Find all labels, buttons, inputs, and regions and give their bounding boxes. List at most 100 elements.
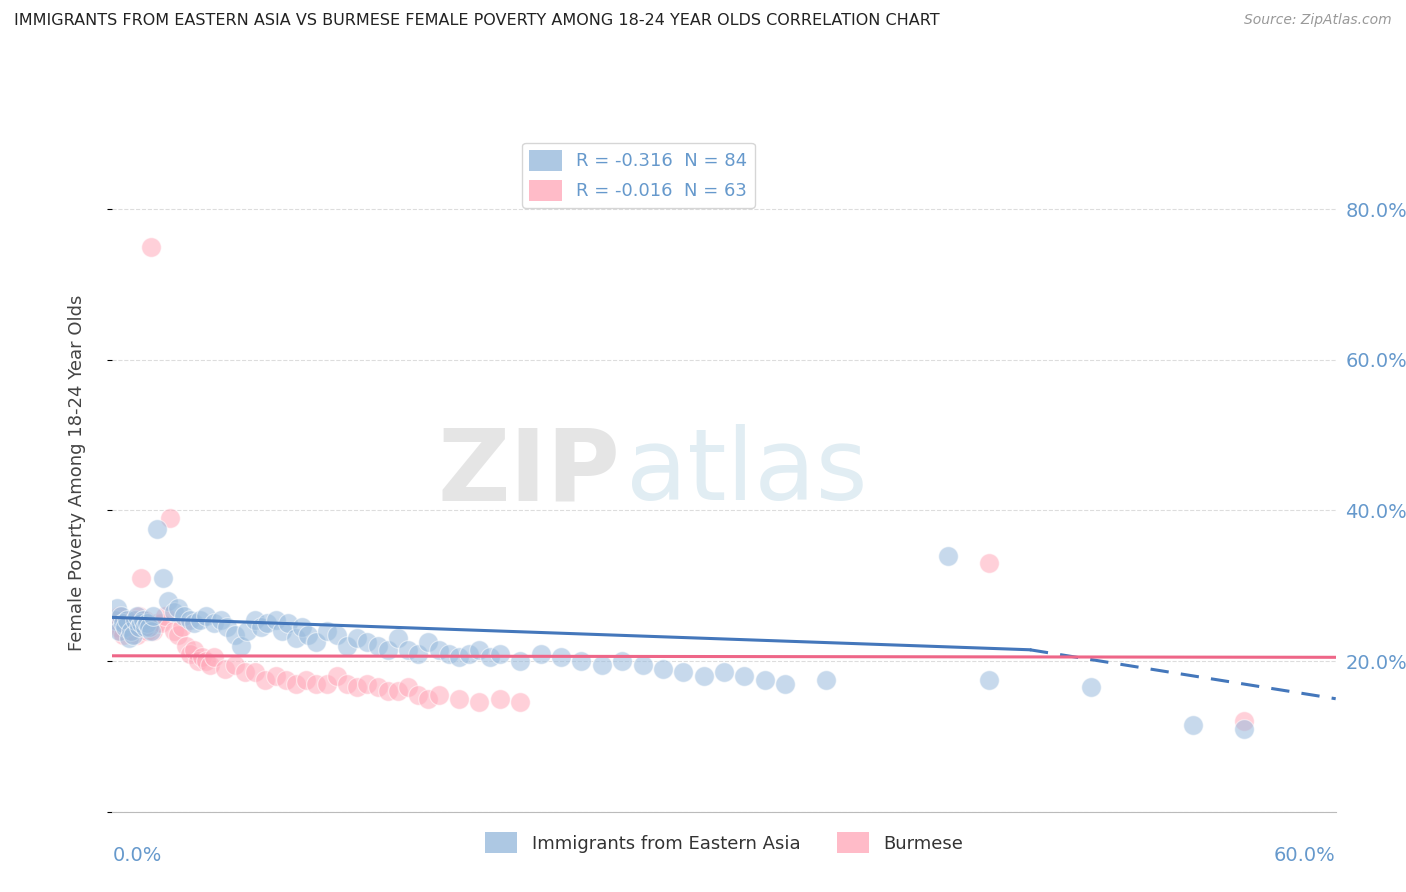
- Point: [138, 620, 160, 634]
- Point: [132, 613, 155, 627]
- Point: [152, 571, 174, 585]
- Point: [209, 613, 232, 627]
- Point: [155, 608, 177, 623]
- Point: [179, 613, 201, 627]
- Point: [110, 624, 132, 638]
- Point: [146, 616, 169, 631]
- Text: Source: ZipAtlas.com: Source: ZipAtlas.com: [1244, 13, 1392, 28]
- Point: [233, 665, 256, 680]
- Point: [713, 665, 735, 680]
- Point: [447, 650, 470, 665]
- Point: [142, 608, 165, 623]
- Point: [256, 616, 278, 631]
- Point: [571, 654, 593, 668]
- Point: [114, 616, 136, 631]
- Point: [274, 673, 297, 687]
- Point: [136, 624, 159, 638]
- Point: [122, 616, 145, 631]
- Point: [734, 669, 756, 683]
- Point: [468, 696, 491, 710]
- Point: [204, 650, 226, 665]
- Point: [297, 628, 319, 642]
- Point: [183, 642, 205, 657]
- Point: [134, 620, 156, 634]
- Point: [1233, 714, 1256, 729]
- Point: [129, 571, 152, 585]
- Point: [693, 669, 716, 683]
- Point: [418, 635, 440, 649]
- Point: [979, 673, 1001, 687]
- Point: [672, 665, 695, 680]
- Point: [396, 681, 419, 695]
- Point: [170, 620, 193, 634]
- Point: [111, 628, 134, 642]
- Text: IMMIGRANTS FROM EASTERN ASIA VS BURMESE FEMALE POVERTY AMONG 18-24 YEAR OLDS COR: IMMIGRANTS FROM EASTERN ASIA VS BURMESE …: [14, 13, 939, 29]
- Point: [128, 608, 150, 623]
- Point: [236, 624, 259, 638]
- Point: [120, 624, 142, 638]
- Point: [458, 647, 481, 661]
- Point: [132, 616, 155, 631]
- Point: [183, 616, 205, 631]
- Point: [107, 624, 129, 638]
- Point: [489, 647, 512, 661]
- Point: [315, 624, 337, 638]
- Point: [305, 635, 328, 649]
- Point: [105, 601, 128, 615]
- Point: [173, 608, 195, 623]
- Point: [284, 676, 308, 690]
- Point: [191, 650, 214, 665]
- Point: [291, 620, 314, 634]
- Point: [166, 628, 188, 642]
- Point: [128, 620, 150, 634]
- Point: [509, 654, 531, 668]
- Point: [245, 665, 267, 680]
- Point: [215, 620, 238, 634]
- Point: [336, 676, 359, 690]
- Point: [141, 624, 163, 638]
- Point: [277, 616, 299, 631]
- Point: [346, 681, 368, 695]
- Point: [188, 613, 211, 627]
- Point: [214, 662, 236, 676]
- Point: [815, 673, 838, 687]
- Point: [468, 642, 491, 657]
- Point: [103, 613, 125, 627]
- Point: [1080, 681, 1102, 695]
- Point: [107, 608, 129, 623]
- Point: [174, 639, 197, 653]
- Point: [754, 673, 776, 687]
- Text: atlas: atlas: [626, 425, 868, 521]
- Point: [377, 642, 399, 657]
- Point: [111, 616, 134, 631]
- Point: [187, 654, 209, 668]
- Point: [427, 688, 450, 702]
- Point: [103, 613, 125, 627]
- Point: [115, 620, 138, 634]
- Point: [166, 601, 188, 615]
- Point: [200, 657, 222, 672]
- Point: [129, 616, 152, 631]
- Point: [478, 650, 501, 665]
- Point: [264, 669, 287, 683]
- Point: [179, 647, 201, 661]
- Point: [150, 616, 173, 631]
- Y-axis label: Female Poverty Among 18-24 Year Olds: Female Poverty Among 18-24 Year Olds: [67, 294, 86, 651]
- Point: [118, 632, 141, 646]
- Point: [356, 676, 378, 690]
- Point: [408, 647, 430, 661]
- Point: [315, 676, 337, 690]
- Text: 0.0%: 0.0%: [112, 846, 162, 864]
- Point: [529, 647, 551, 661]
- Point: [305, 676, 328, 690]
- Point: [159, 511, 181, 525]
- Point: [141, 240, 163, 254]
- Point: [146, 522, 169, 536]
- Point: [936, 549, 959, 563]
- Point: [125, 628, 148, 642]
- Point: [118, 624, 141, 638]
- Point: [366, 639, 388, 653]
- Point: [254, 673, 277, 687]
- Point: [408, 688, 430, 702]
- Legend: Immigrants from Eastern Asia, Burmese: Immigrants from Eastern Asia, Burmese: [478, 825, 970, 860]
